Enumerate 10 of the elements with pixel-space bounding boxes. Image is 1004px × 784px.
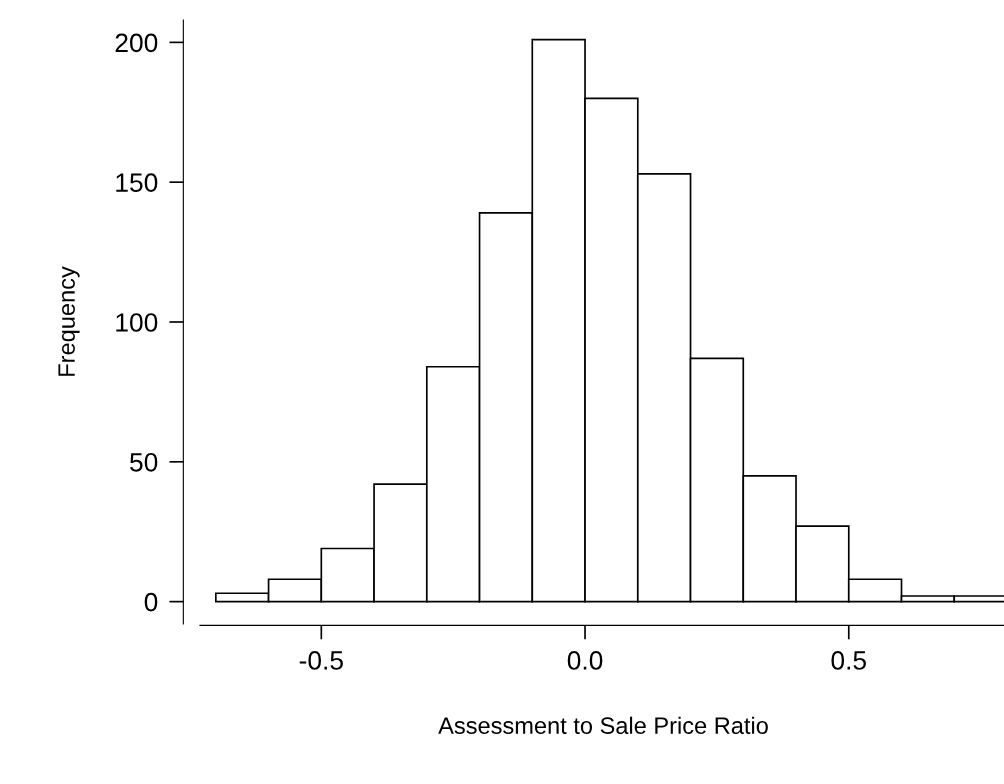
y-tick-label: 0 xyxy=(144,592,158,612)
y-tick-label: 150 xyxy=(116,173,158,193)
x-tick-label: -0.5 xyxy=(299,651,343,670)
y-tick-label: 100 xyxy=(116,313,158,332)
y-axis-title: Frequency xyxy=(58,266,80,376)
x-tick-label: 0.0 xyxy=(567,651,603,670)
x-axis-title: Assessment to Sale Price Ratio xyxy=(438,716,768,734)
y-tick-label: 50 xyxy=(130,452,158,472)
x-tick-label: 0.5 xyxy=(831,651,866,670)
y-tick-label: 200 xyxy=(115,33,158,53)
